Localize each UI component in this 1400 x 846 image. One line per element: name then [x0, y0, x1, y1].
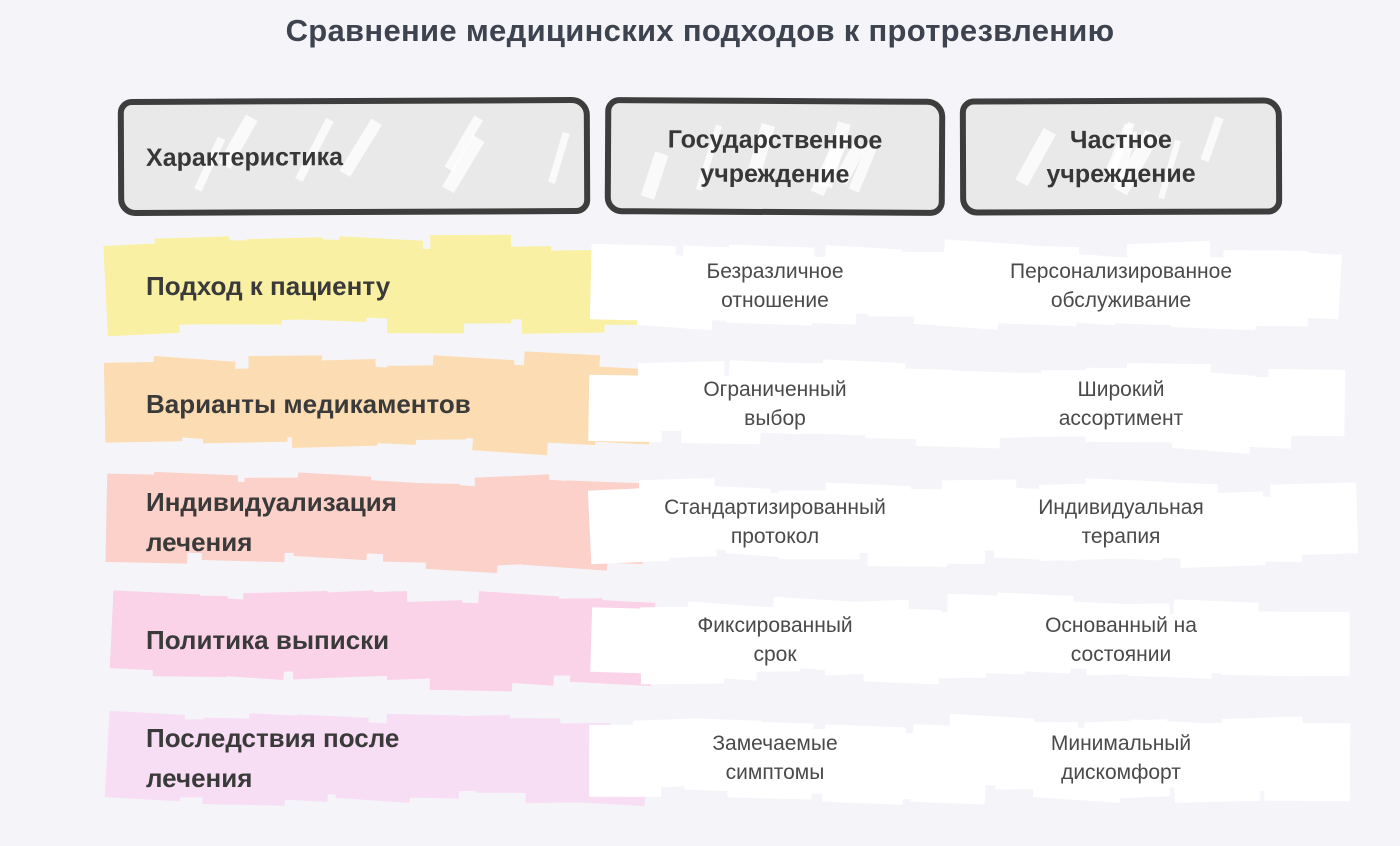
state-value: Замечаемые симптомы — [712, 732, 838, 784]
private-value-cell: Широкий ассортимент — [946, 345, 1346, 463]
state-value: Безразличное отношение — [706, 260, 844, 312]
table-row-feature: Подход к пациенту — [103, 227, 650, 345]
private-value: Персонализированное обслуживание — [1010, 260, 1232, 312]
private-value-cell: Основанный на состоянии — [945, 581, 1350, 699]
private-value: Минимальный дискомфорт — [1050, 732, 1192, 784]
table-header-row: Характеристика Государственное учреждени… — [117, 96, 1283, 217]
state-value-cell: Фиксированный срок — [590, 581, 987, 699]
header-cell-state-institution: Государственное учреждение — [604, 97, 946, 216]
table-row-feature: Варианты медикаментов — [103, 345, 653, 463]
table-row-feature: Политика выписки — [109, 581, 656, 699]
private-value: Основанный на состоянии — [1045, 614, 1197, 666]
feature-label: Последствия после лечения — [146, 723, 400, 793]
private-value: Индивидуальная терапия — [1038, 496, 1204, 548]
header-label: Государственное учреждение — [667, 124, 883, 188]
private-value: Широкий ассортимент — [1058, 378, 1184, 430]
feature-label: Подход к пациенту — [146, 271, 391, 301]
header-cell-characteristic: Характеристика — [117, 96, 591, 217]
state-value: Ограниченный выбор — [703, 378, 847, 430]
table-row-feature: Последствия после лечения — [104, 699, 649, 817]
feature-label: Политика выписки — [146, 625, 390, 655]
state-value-cell: Стандартизированный протокол — [587, 463, 986, 581]
private-value-cell: Персонализированное обслуживание — [940, 227, 1342, 345]
header-label: Характеристика — [145, 142, 344, 172]
private-value-cell: Минимальный дискомфорт — [946, 699, 1351, 817]
feature-label: Варианты медикаментов — [146, 389, 471, 419]
state-value: Стандартизированный протокол — [664, 496, 886, 548]
state-value: Фиксированный срок — [697, 614, 853, 666]
state-value-cell: Безразличное отношение — [589, 227, 1003, 345]
private-value-cell: Индивидуальная терапия — [941, 463, 1359, 581]
table-row-feature: Индивидуализация лечения — [105, 463, 646, 581]
feature-label: Индивидуализация лечения — [146, 487, 397, 557]
header-label: Частное учреждение — [1046, 125, 1196, 188]
state-value-cell: Ограниченный выбор — [588, 345, 1002, 463]
header-cell-private-institution: Частное учреждение — [959, 97, 1283, 216]
state-value-cell: Замечаемые симптомы — [589, 699, 988, 817]
page-title: Сравнение медицинских подходов к протрез… — [285, 13, 1115, 48]
comparison-table-body: Подход к пациенту Безразличное отношение… — [103, 227, 1359, 817]
